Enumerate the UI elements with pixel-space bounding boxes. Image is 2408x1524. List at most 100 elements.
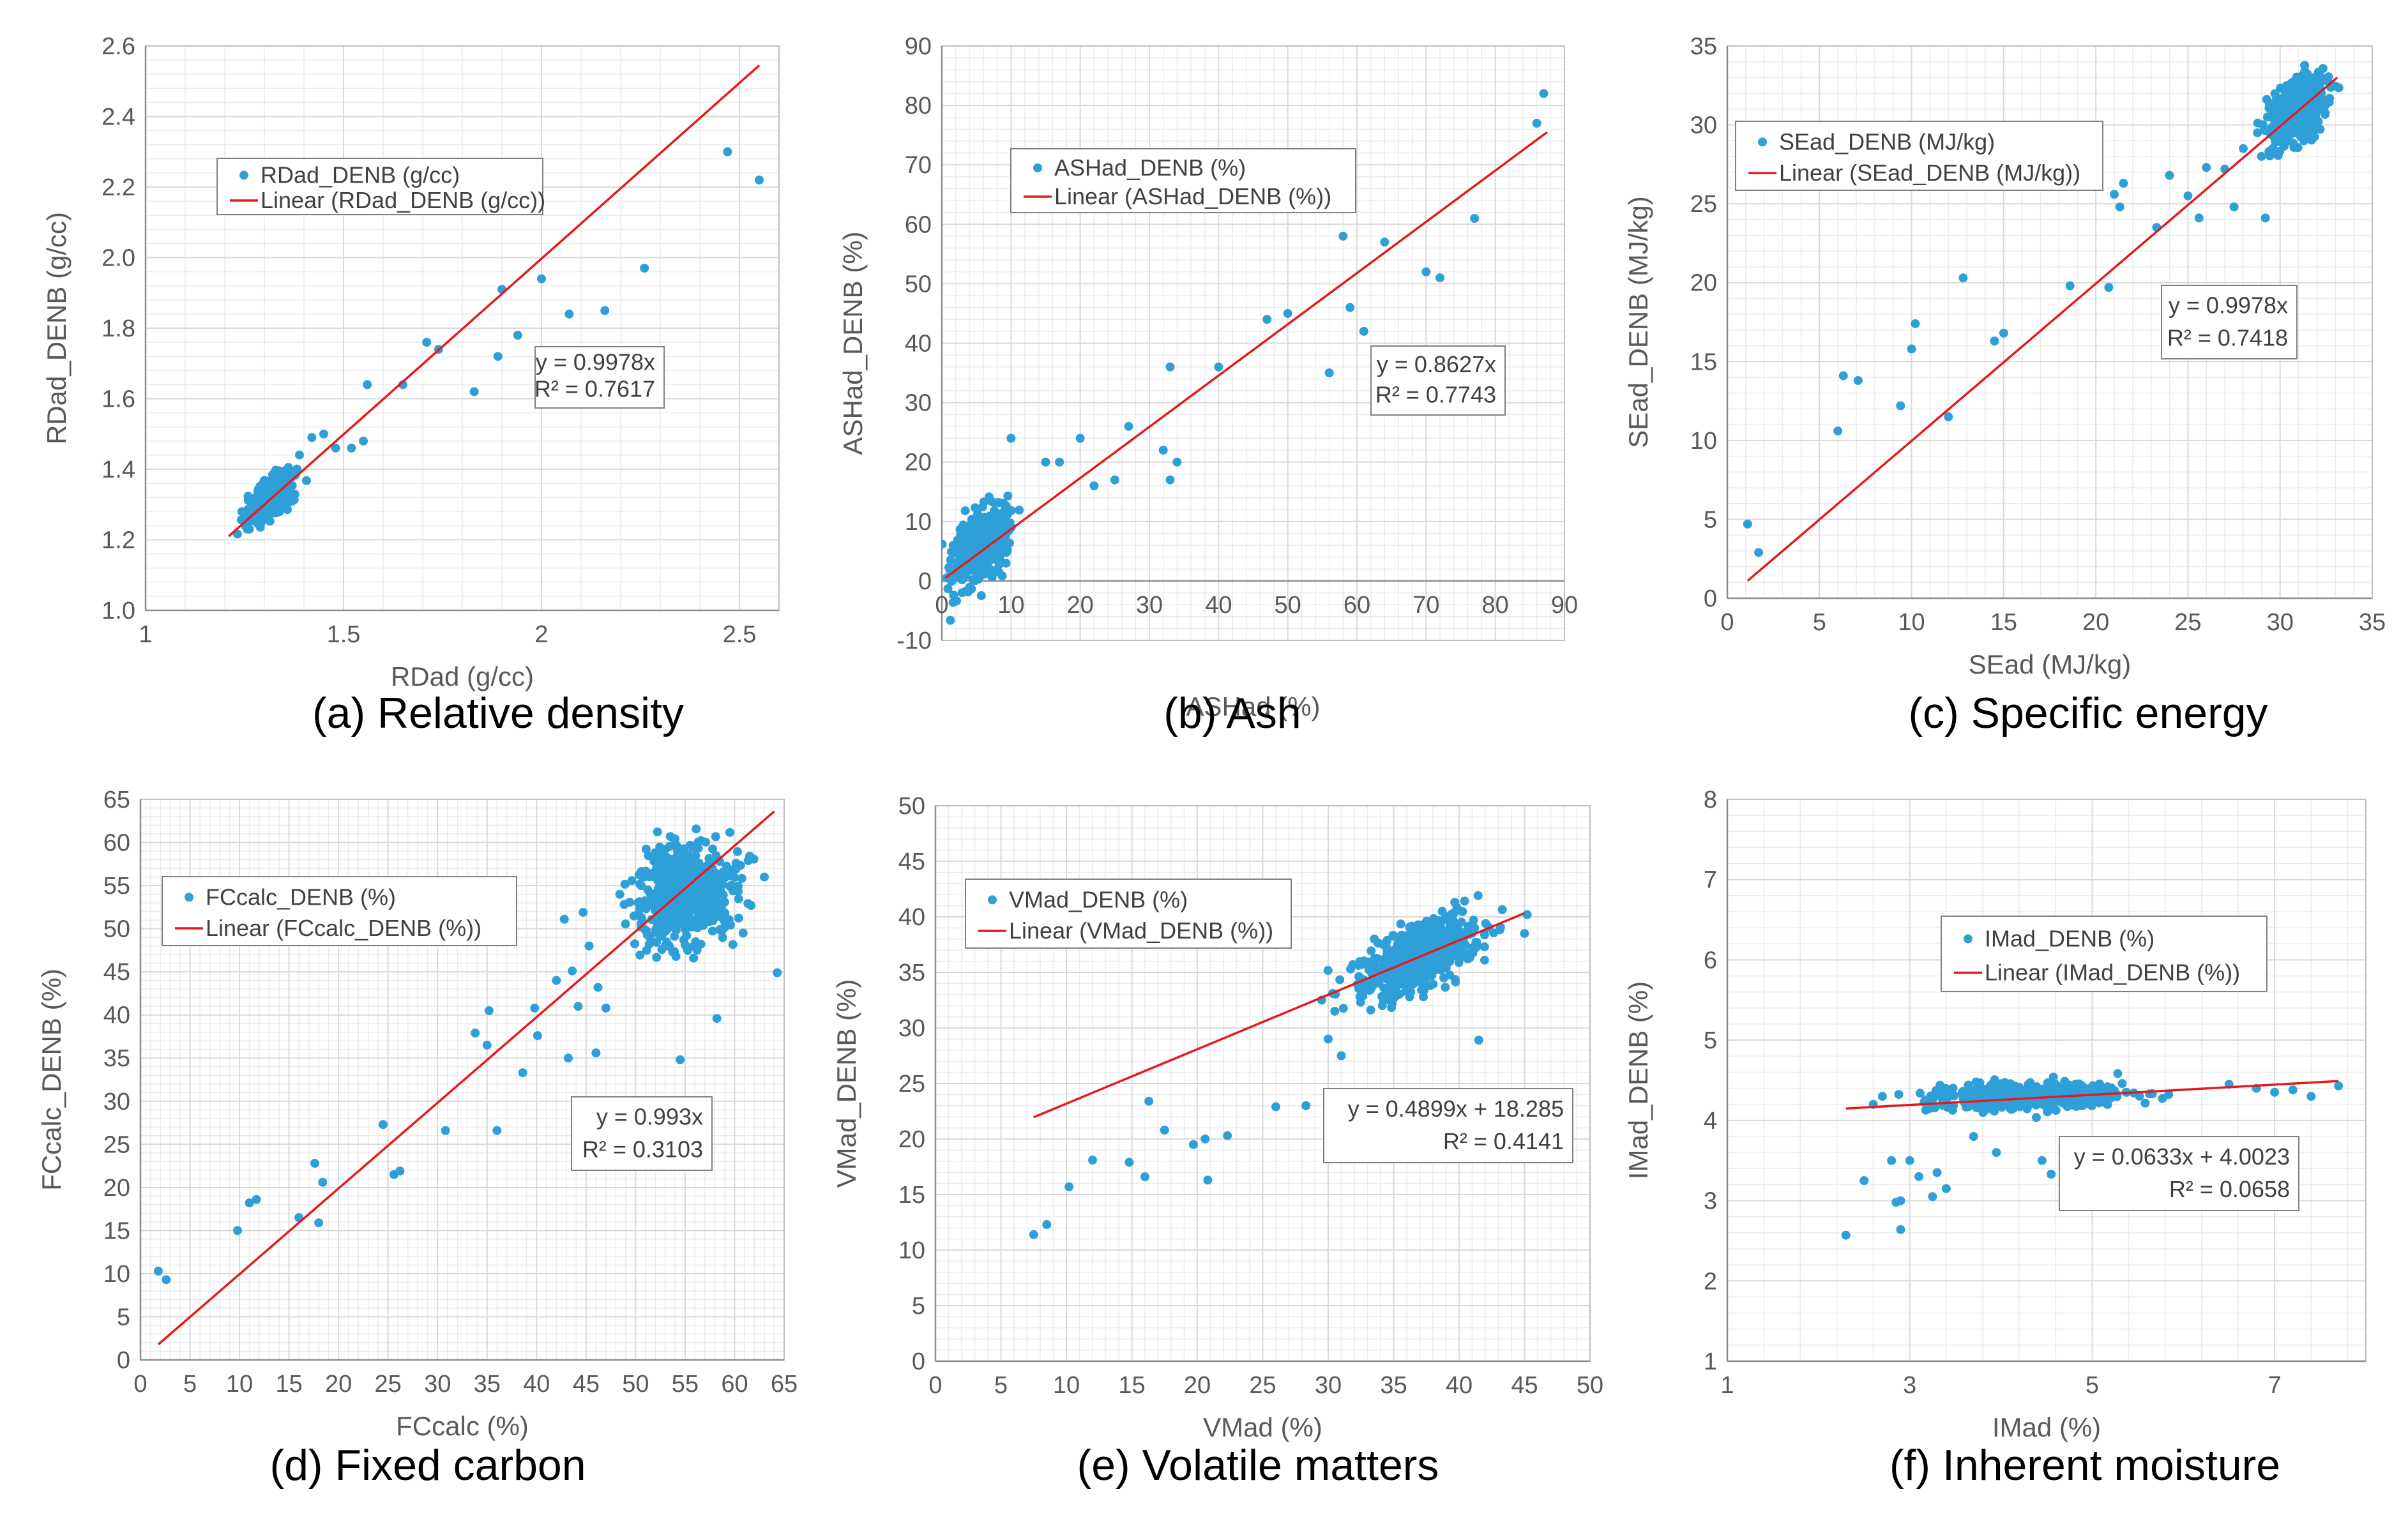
data-point (1480, 930, 1489, 940)
data-point (1088, 1156, 1097, 1165)
data-point (720, 923, 729, 932)
data-point (971, 531, 981, 541)
x-tick-label: 10 (997, 592, 1024, 619)
data-point (492, 1126, 502, 1135)
data-point (559, 914, 569, 924)
data-point (635, 905, 644, 914)
data-point (1914, 1172, 1923, 1181)
legend-box (1735, 121, 2103, 191)
data-point (708, 844, 717, 854)
data-point (1928, 1192, 1937, 1202)
panel-caption: (c) Specific energy (1908, 689, 2268, 737)
x-tick-label: 35 (474, 1371, 501, 1398)
data-point (693, 940, 702, 949)
data-point (319, 429, 328, 439)
y-tick-label: 30 (898, 1015, 925, 1042)
r-squared-text: R² = 0.7743 (1375, 382, 1496, 408)
data-point (153, 1266, 163, 1276)
data-point (621, 919, 630, 929)
data-point (718, 933, 727, 942)
x-tick-label: 1 (139, 621, 152, 648)
y-tick-label: 0 (117, 1347, 130, 1374)
data-point (232, 1226, 242, 1235)
data-point (2119, 179, 2128, 188)
data-point (1372, 954, 1382, 963)
data-point (635, 897, 644, 907)
data-point (695, 921, 705, 931)
data-point (686, 916, 695, 926)
data-point (952, 558, 962, 568)
data-point (1420, 934, 1429, 944)
data-point (973, 509, 982, 519)
data-point (647, 869, 656, 879)
data-point (2165, 170, 2174, 180)
y-tick-label: 40 (103, 1002, 130, 1029)
data-point (2048, 1073, 2058, 1082)
y-tick-label: 8 (1704, 787, 1717, 813)
data-point (1754, 548, 1764, 557)
x-tick-label: 0 (928, 1372, 942, 1399)
equation-box (571, 1096, 713, 1171)
data-point (678, 910, 687, 920)
data-point (564, 309, 574, 319)
data-point (1964, 1080, 1973, 1090)
data-point (301, 476, 311, 485)
y-tick-label: 70 (905, 152, 932, 179)
y-tick-label: 35 (1690, 33, 1717, 60)
data-point (1942, 1093, 1952, 1103)
data-point (1345, 303, 1355, 312)
data-point (992, 546, 1002, 555)
data-point (964, 528, 973, 538)
data-point (243, 524, 252, 534)
x-tick-label: 25 (2174, 609, 2201, 636)
data-point (680, 940, 690, 949)
data-point (676, 894, 685, 904)
x-tick-label: 35 (1380, 1372, 1407, 1399)
data-point (716, 871, 725, 881)
r-squared-text: R² = 0.7617 (534, 376, 655, 402)
data-point (347, 443, 356, 453)
data-point (271, 465, 280, 475)
data-point (1382, 990, 1391, 999)
data-point (1337, 1051, 1346, 1060)
r-squared-text: R² = 0.7418 (2167, 324, 2288, 351)
equation-text: y = 0.9978x (2169, 292, 2288, 319)
data-point (245, 1198, 254, 1208)
data-point (1480, 955, 1489, 965)
data-point (1421, 267, 1431, 276)
data-point (2026, 1087, 2036, 1097)
y-tick-label: 10 (1690, 428, 1717, 455)
data-point (1361, 984, 1370, 993)
data-point (1743, 519, 1752, 529)
data-point (1110, 475, 1119, 485)
data-point (1853, 375, 1863, 385)
data-point (2303, 108, 2312, 117)
y-tick-label: -10 (897, 628, 932, 654)
x-tick-label: 90 (1551, 592, 1578, 619)
data-point (1444, 916, 1454, 925)
data-point (646, 889, 655, 898)
x-tick-label: 3 (1903, 1372, 1916, 1399)
equation-text: y = 0.8627x (1377, 351, 1496, 377)
y-tick-label: 45 (898, 849, 925, 875)
data-point (960, 545, 969, 555)
data-point (1833, 426, 1843, 436)
data-point (716, 898, 726, 908)
data-point (2299, 136, 2309, 146)
data-point (734, 913, 743, 923)
x-tick-label: 80 (1482, 592, 1509, 619)
data-point (1460, 896, 1469, 906)
data-point (1165, 475, 1175, 485)
data-point (318, 1177, 328, 1187)
scatter-series (1743, 61, 2344, 557)
y-tick-label: 5 (117, 1304, 130, 1331)
data-point (563, 1053, 573, 1063)
y-tick-label: 10 (898, 1237, 925, 1264)
data-point (584, 941, 594, 951)
legend-entry-series: ASHad_DENB (%) (1054, 155, 1246, 181)
data-point (2282, 108, 2291, 117)
equation-label: y = 0.8627x R² = 0.7743 (1370, 345, 1506, 416)
data-point (2306, 135, 2316, 145)
data-point (983, 524, 993, 534)
